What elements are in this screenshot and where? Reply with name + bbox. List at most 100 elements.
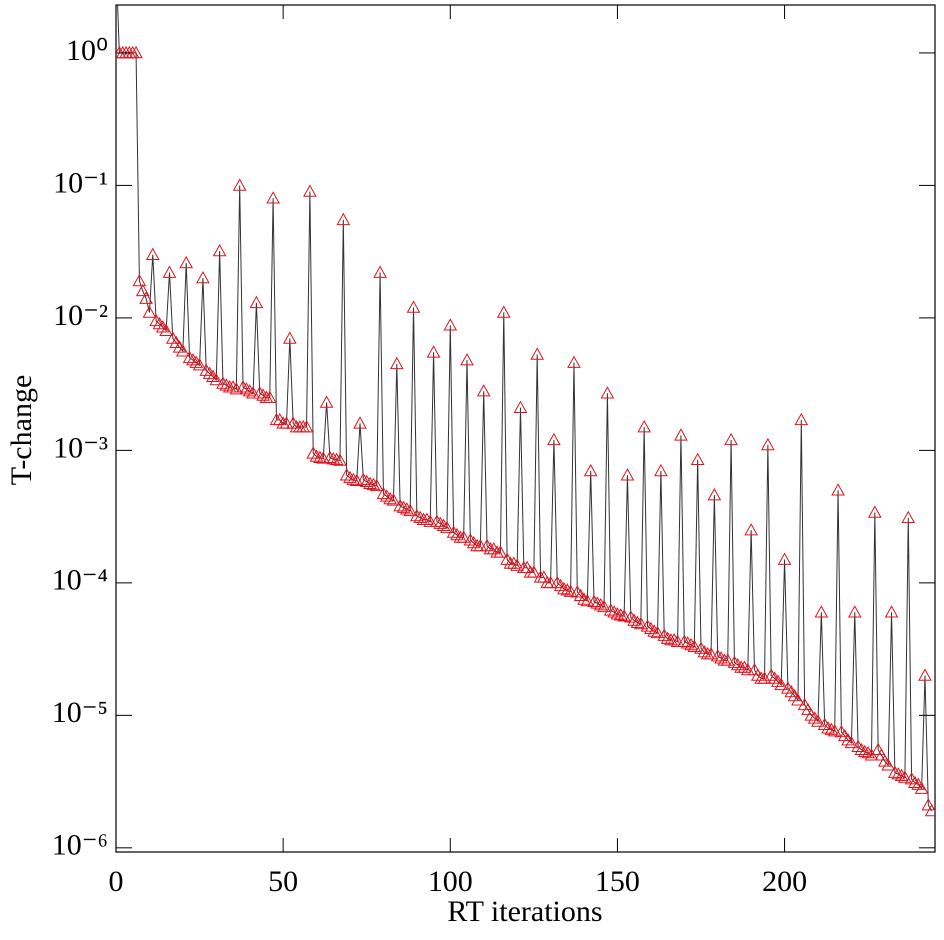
data-point [570,585,585,598]
data-point [657,628,672,641]
data-point [684,637,698,651]
data-point [192,358,207,371]
data-point [313,450,327,464]
data-point [373,265,387,278]
data-point [647,624,662,637]
data-point [366,477,381,491]
data-point [186,353,200,366]
data-point [433,516,448,529]
data-point [145,247,160,260]
data-point [339,468,354,481]
data-point [443,318,458,331]
x-tick-label: 100 [428,865,473,898]
data-point [282,331,297,344]
x-tick-label: 200 [762,865,807,898]
data-point [430,514,444,527]
x-tick-label: 150 [595,865,640,898]
data-point [680,636,695,649]
data-point [329,452,344,466]
data-point [262,390,277,403]
data-point [687,639,702,652]
data-point [888,765,902,778]
data-point [771,674,785,687]
y-tick-label: 10⁰ [66,34,108,67]
data-point [506,556,521,569]
data-point [249,295,264,309]
data-point [480,538,494,552]
data-point [139,291,153,304]
data-point [236,380,250,393]
data-point [376,486,391,500]
data-point [861,745,875,759]
data-point [620,468,635,481]
data-point [132,273,147,287]
data-point [874,748,889,761]
data-point [553,578,568,592]
data-point [406,300,421,313]
data-point [216,376,230,389]
data-point [914,781,929,794]
data-point [303,184,317,197]
data-point [844,735,859,749]
data-point [266,191,280,204]
data-point [567,355,581,368]
data-point [904,772,919,785]
data-point [232,178,247,191]
data-point [573,588,588,601]
data-point [393,499,407,512]
data-point [202,366,217,379]
x-axis-label: RT iterations [447,895,602,928]
data-point [463,533,478,546]
data-point [456,530,471,543]
data-point [413,510,428,524]
data-point [714,651,728,664]
data-point [794,412,809,426]
data-point [637,420,652,433]
data-point [590,596,605,609]
data-point [466,535,481,549]
data-point [396,500,411,513]
data-point [740,662,755,676]
data-point [697,645,712,658]
data-point [827,724,842,737]
data-point [764,668,779,681]
data-point [306,446,321,459]
data-point [336,212,351,226]
data-point [777,552,792,565]
data-point [530,347,545,360]
data-point [309,449,324,462]
data-point [597,599,611,613]
data-point [650,625,665,639]
data-point [410,508,424,522]
data-point [460,353,474,366]
data-point [791,693,805,706]
data-point [272,412,287,426]
data-point [891,767,906,780]
data-point [142,305,157,318]
data-point [196,270,210,284]
data-point [299,420,314,433]
data-point [155,320,170,333]
data-point [550,575,565,589]
data-point [623,610,638,623]
data-point [750,668,765,681]
data-point [359,474,374,488]
data-point [420,512,434,525]
data-point [633,616,648,630]
data-point [496,305,511,318]
data-point [851,739,865,752]
data-point [690,452,705,466]
data-point [476,384,491,397]
data-point [867,505,882,518]
data-point [212,243,227,257]
data-point [176,344,190,357]
data-point [557,581,571,595]
data-point [493,545,508,558]
data-point [246,386,260,399]
data-point [613,608,628,621]
data-point [563,584,578,597]
data-point [543,575,558,589]
data-point [513,400,528,413]
data-point [821,721,835,734]
